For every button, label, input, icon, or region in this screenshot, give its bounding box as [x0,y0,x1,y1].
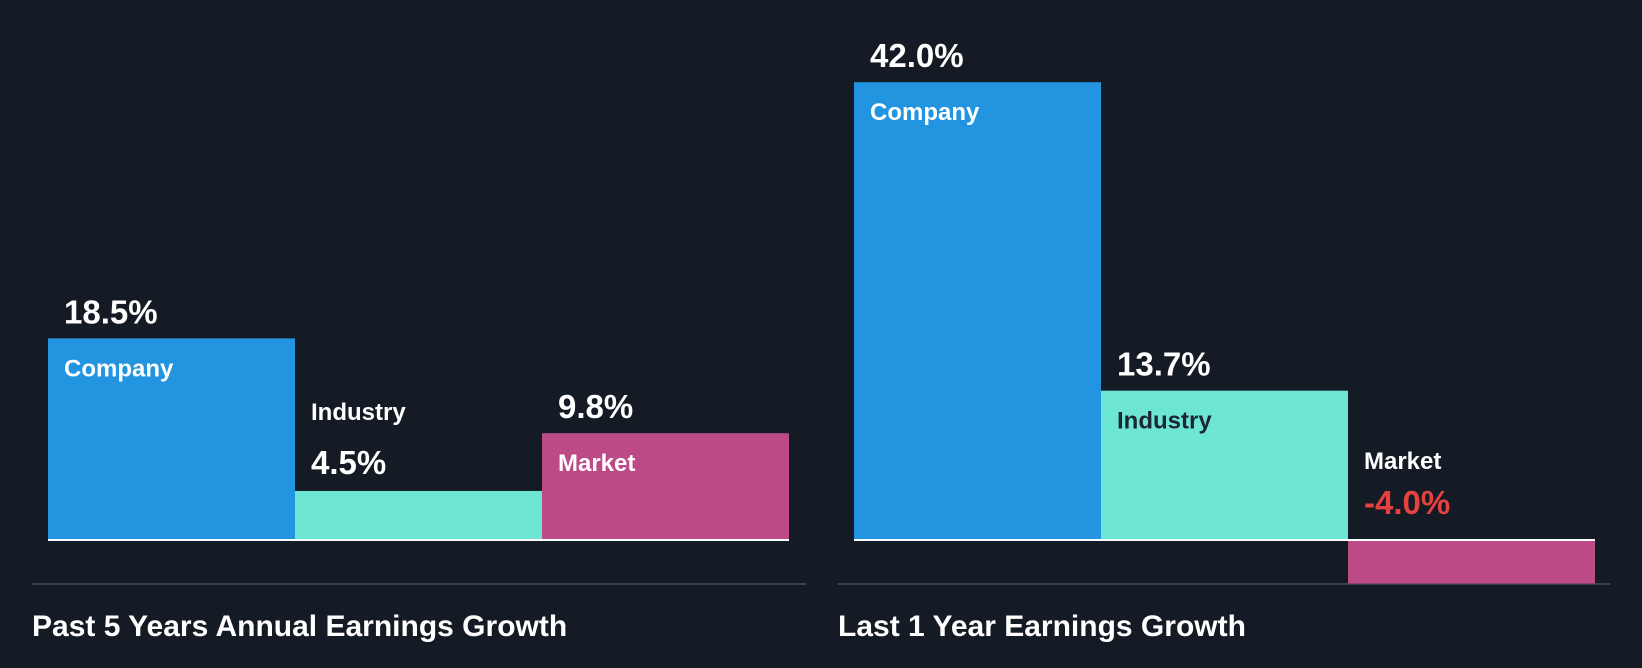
bar-industry [1101,390,1348,540]
category-label-market: Market [558,450,635,477]
category-label-industry: Industry [1117,408,1212,435]
value-label-market: 9.8% [558,388,633,425]
bar-company [48,338,295,540]
category-label-industry: Industry [311,399,406,426]
value-label-industry: 13.7% [1117,346,1211,383]
chart-title: Last 1 Year Earnings Growth [838,610,1246,643]
category-label-market: Market [1364,448,1441,475]
bar-company [854,82,1101,540]
chart-panel-last-1-year: Last 1 Year Earnings Growth 42.0% Company… [838,37,1610,643]
bar-industry [295,490,542,540]
bar-market [1348,540,1595,584]
value-label-market: -4.0% [1364,484,1450,521]
value-label-company: 42.0% [870,37,964,74]
value-label-industry: 4.5% [311,444,386,481]
category-label-company: Company [64,355,174,382]
category-label-company: Company [870,99,980,126]
chart-panel-past-5-years: Past 5 Years Annual Earnings Growth 18.5… [32,293,806,643]
bar-market [542,433,789,540]
chart-title: Past 5 Years Annual Earnings Growth [32,610,567,643]
value-label-company: 18.5% [64,293,158,330]
